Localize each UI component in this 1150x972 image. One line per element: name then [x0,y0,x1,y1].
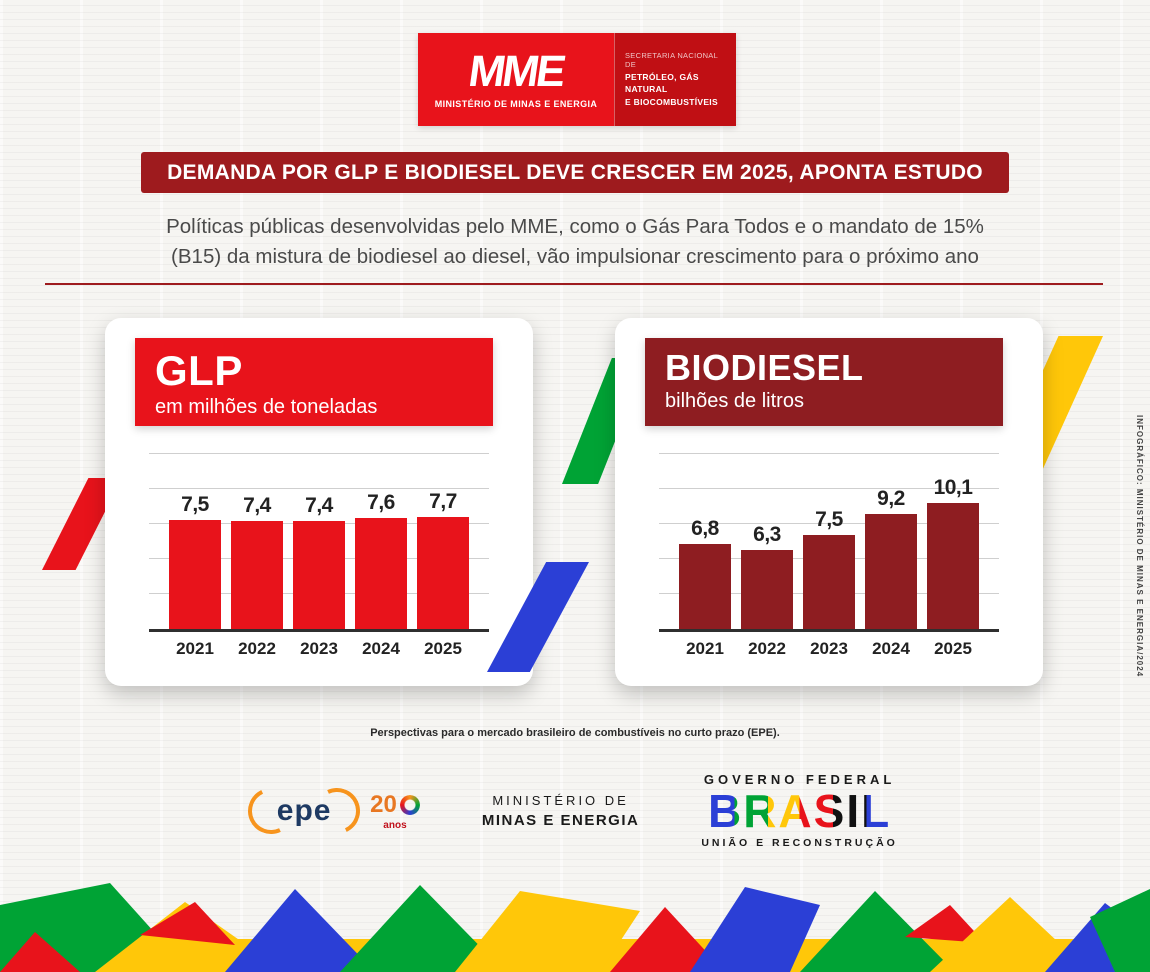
epe-anniversary-label: anos [383,819,407,831]
bar-value-label: 6,8 [691,517,719,540]
bar-value-label: 7,6 [367,491,395,514]
mme-logo-ministry-name: MINISTÉRIO DE MINAS E ENERGIA [434,99,598,109]
x-axis-tick-label: 2021 [686,639,724,658]
bar [741,550,793,629]
glp-chart-header: GLP em milhões de toneladas [135,338,493,426]
brasil-wordmark: BRASIL [701,787,898,836]
epe-anniversary-ring-icon [399,794,420,815]
x-axis-tick-label: 2024 [872,639,910,658]
bar-column: 6,8 [679,517,731,629]
bar-column: 7,5 [169,493,221,629]
epe-anniversary-badge: 20 anos [370,791,420,831]
bar-column: 7,7 [417,490,469,629]
bar-column: 7,5 [803,508,855,629]
secretariat-line-bold-1: PETRÓLEO, GÁS NATURAL [625,72,699,95]
mme-logo-secretariat: SECRETARIA NACIONAL DE PETRÓLEO, GÁS NAT… [614,33,736,126]
bar-value-label: 9,2 [877,487,905,510]
bar-value-label: 7,5 [815,508,843,531]
epe-logo: epe 20 anos [241,781,420,841]
x-axis-tick-label: 2022 [748,639,786,658]
divider-line [45,283,1103,285]
bar-column: 9,2 [865,487,917,629]
gridline [659,488,999,489]
subtitle-text: Políticas públicas desenvolvidas pelo MM… [166,215,984,268]
gridline [149,488,489,489]
bar-column: 7,6 [355,491,407,629]
source-note: Perspectivas para o mercado brasileiro d… [370,727,780,739]
x-axis-tick-label: 2023 [810,639,848,658]
x-axis-tick-label: 2023 [300,639,338,658]
biodiesel-bar-chart: 6,8 6,3 7,5 9,2 10,1 2021 2022 2023 2024 2025 [659,453,999,659]
epe-mark: epe [241,781,367,841]
x-axis-tick-label: 2024 [362,639,400,658]
glp-bar-chart: 7,5 7,4 7,4 7,6 7,7 2021 2022 2023 2024 2025 [149,453,489,659]
vertical-credit: INFOGRÁFICO: MINISTÉRIO DE MINAS E ENERG… [1135,415,1144,678]
bar-value-label: 7,7 [429,490,457,513]
bar [679,544,731,629]
bar [417,517,469,629]
bar [231,521,283,629]
bar-value-label: 7,4 [243,494,271,517]
epe-logo-text: epe [276,793,332,827]
bar-column: 10,1 [927,476,979,629]
biodiesel-chart-card: BIODIESEL bilhões de litros 6,8 6,3 7,5 9,2… [615,318,1043,686]
ministry-wordmark-line1: MINISTÉRIO DE [492,792,629,808]
mme-logo: MME MINISTÉRIO DE MINAS E ENERGIA SECRET… [418,33,736,126]
bar-column: 7,4 [231,494,283,629]
x-axis-tick-label: 2025 [934,639,972,658]
glp-x-axis: 2021 2022 2023 2024 2025 [149,639,489,659]
biodiesel-plot-area: 6,8 6,3 7,5 9,2 10,1 [659,453,999,632]
headline-banner: DEMANDA POR GLP E BIODIESEL DEVE CRESCER… [141,152,1009,193]
x-axis-tick-label: 2022 [238,639,276,658]
epe-anniversary-number: 20 [370,790,397,818]
gridline [659,453,999,454]
governo-federal-logo: GOVERNO FEDERAL BRASIL UNIÃO E RECONSTRU… [701,772,898,849]
bar [169,520,221,629]
bar [355,518,407,629]
governo-federal-line1: GOVERNO FEDERAL [703,772,896,787]
x-axis-tick-label: 2021 [176,639,214,658]
bar-column: 7,4 [293,494,345,629]
bar-value-label: 7,5 [181,493,209,516]
bar-column: 6,3 [741,523,793,629]
gridline [659,523,999,524]
epe-arc-icon [241,781,301,841]
secretariat-line-small: SECRETARIA NACIONAL DE [625,51,718,70]
footer-logos: epe 20 anos MINISTÉRIO DE MINAS E ENERGI… [0,772,1150,849]
epe-anniversary-top: 20 [370,791,420,819]
governo-federal-line2: UNIÃO E RECONSTRUÇÃO [701,837,898,850]
biodiesel-chart-title: BIODIESEL [665,347,864,388]
bar-value-label: 7,4 [305,494,333,517]
biodiesel-chart-header: BIODIESEL bilhões de litros [645,338,1003,426]
biodiesel-x-axis: 2021 2022 2023 2024 2025 [659,639,999,659]
footer-geometric-pattern [0,883,1150,972]
biodiesel-chart-subtitle: bilhões de litros [665,390,804,412]
mme-logo-main: MME MINISTÉRIO DE MINAS E ENERGIA [418,33,614,126]
glp-chart-card: GLP em milhões de toneladas 7,5 7,4 7,4 7,6… [105,318,533,686]
headline-text: DEMANDA POR GLP E BIODIESEL DEVE CRESCER… [167,160,983,184]
bar [293,521,345,629]
x-axis-tick-label: 2025 [424,639,462,658]
bar-value-label: 10,1 [933,476,973,499]
biodiesel-bars: 6,8 6,3 7,5 9,2 10,1 [659,476,999,629]
glp-chart-subtitle: em milhões de toneladas [155,396,378,418]
epe-arc-icon [307,781,367,841]
ministry-wordmark-line2: MINAS E ENERGIA [481,811,640,829]
secretariat-line-bold-2: E BIOCOMBUSTÍVEIS [625,96,718,107]
mme-logo-acronym: MME [465,47,567,96]
ministry-wordmark: MINISTÉRIO DE MINAS E ENERGIA [482,793,640,829]
bar [865,514,917,629]
gridline [149,453,489,454]
bar [803,535,855,629]
bar-value-label: 6,3 [753,523,781,546]
glp-bars: 7,5 7,4 7,4 7,6 7,7 [149,490,489,629]
glp-chart-title: GLP [155,347,243,394]
glp-plot-area: 7,5 7,4 7,4 7,6 7,7 [149,453,489,632]
bar [927,503,979,629]
